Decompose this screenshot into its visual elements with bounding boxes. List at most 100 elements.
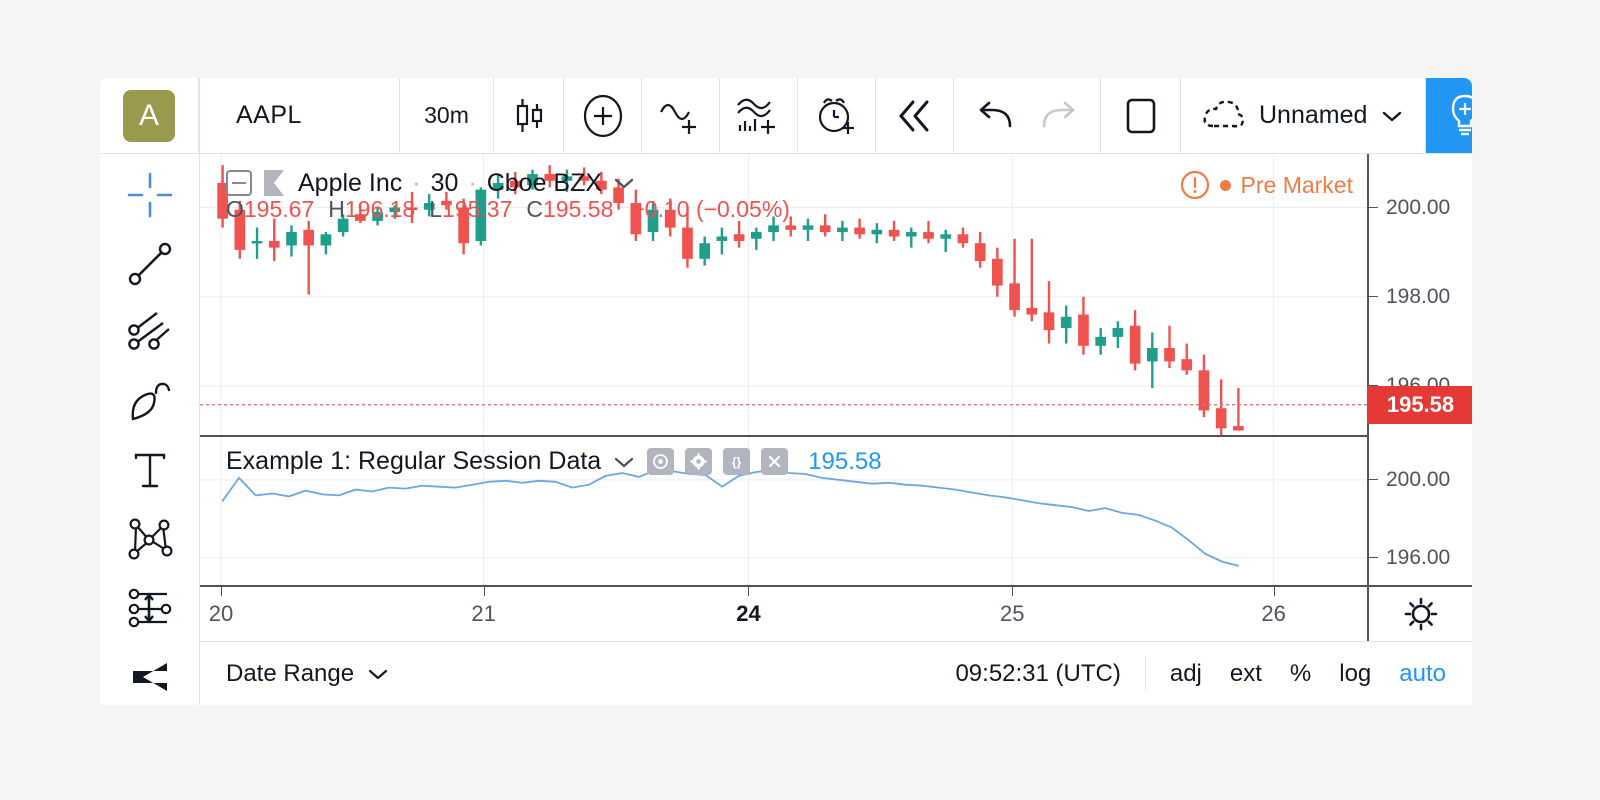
indicator-tick-dash xyxy=(1369,557,1378,559)
logo-letter: A xyxy=(138,98,159,132)
main-price-pane[interactable]: Apple Inc · 30 · Cboe BZX xyxy=(200,154,1367,435)
symbol-label: AAPL xyxy=(236,101,302,129)
fib-tools[interactable] xyxy=(119,306,181,361)
chevron-down-icon[interactable] xyxy=(1379,107,1405,125)
price-tick-dash xyxy=(1369,207,1378,209)
chart-settings-gear-icon xyxy=(1403,596,1439,632)
time-tick-label: 21 xyxy=(471,601,496,626)
indicator-chevron-down-icon[interactable] xyxy=(612,453,636,471)
app-body: Apple Inc · 30 · Cboe BZX xyxy=(100,154,1472,705)
fib-retracement-icon xyxy=(123,307,177,359)
time-tick xyxy=(221,587,222,596)
indicator-value: 195.58 xyxy=(808,447,882,475)
trading-chart-app: A AAPL 30m xyxy=(100,78,1472,705)
cloud-save-icon xyxy=(1201,96,1247,136)
save-layout-button[interactable]: Unnamed xyxy=(1181,78,1427,153)
time-tick xyxy=(1012,587,1014,596)
top-toolbar: A AAPL 30m xyxy=(100,78,1472,154)
pre-market-status[interactable]: Pre Market xyxy=(1180,170,1353,200)
log-toggle[interactable]: log xyxy=(1339,659,1372,687)
trend-line-tool[interactable] xyxy=(119,237,181,292)
text-icon xyxy=(125,446,175,496)
indicator-template-icon xyxy=(735,93,783,139)
time-tick-label: 26 xyxy=(1261,601,1286,626)
svg-text:{}: {} xyxy=(732,455,742,469)
price-tick-dash xyxy=(1369,296,1378,298)
undo-redo-group xyxy=(954,78,1101,153)
create-alert-button[interactable] xyxy=(798,78,876,153)
collapse-pane-button[interactable] xyxy=(226,170,252,196)
time-scale-labels: 20 21 24 25 26 xyxy=(200,587,1367,641)
crosshair-tool[interactable] xyxy=(119,168,181,223)
indicator-price-tick: 196.00 xyxy=(1369,546,1472,570)
indicator-pane[interactable]: Example 1: Regular Session Data xyxy=(200,437,1367,585)
time-tick-label: 20 xyxy=(208,601,234,626)
indicators-icon xyxy=(658,94,704,138)
candlestick-plot xyxy=(200,154,1367,435)
chart-settings-button[interactable] xyxy=(1367,587,1472,641)
date-range-button[interactable]: Date Range xyxy=(226,660,390,688)
prediction-measure-icon xyxy=(123,583,177,635)
layout-select-button[interactable] xyxy=(1101,78,1181,153)
percent-toggle[interactable]: % xyxy=(1289,659,1312,687)
bottom-status-bar: Date Range 09:52:31 (UTC) adj ext % log … xyxy=(200,641,1472,705)
symbol-search-button[interactable]: AAPL xyxy=(200,78,400,153)
eraser-icon xyxy=(123,657,177,699)
app-logo-button[interactable]: A xyxy=(100,78,200,153)
add-symbol-icon xyxy=(582,93,624,139)
price-tick-label: 200.00 xyxy=(1386,195,1451,219)
patterns-tool[interactable] xyxy=(119,512,181,567)
layout-select-icon xyxy=(1122,95,1160,137)
indicators-button[interactable] xyxy=(642,78,720,153)
indicator-title: Example 1: Regular Session Data xyxy=(226,447,602,475)
indicator-legend: Example 1: Regular Session Data xyxy=(226,447,882,476)
chart-type-button[interactable] xyxy=(494,78,564,153)
indicator-visibility-button[interactable] xyxy=(647,448,675,475)
undo-button[interactable] xyxy=(976,98,1018,134)
idea-publish-button[interactable] xyxy=(1426,78,1472,153)
add-symbol-button[interactable] xyxy=(564,78,642,153)
price-tick-label: 198.00 xyxy=(1386,284,1451,308)
candlestick-chart-type-icon xyxy=(512,96,546,136)
shapes-icon xyxy=(123,377,177,427)
warning-circle-icon xyxy=(1180,170,1210,200)
current-price-badge: 195.58 xyxy=(1367,385,1472,424)
alert-clock-icon xyxy=(814,93,860,139)
logo-square: A xyxy=(123,89,175,142)
pane-separator[interactable] xyxy=(200,435,1367,437)
redo-button[interactable] xyxy=(1036,98,1078,134)
indicator-tick-label: 200.00 xyxy=(1386,467,1451,491)
bar-replay-button[interactable] xyxy=(876,78,954,153)
indicator-settings-button[interactable] xyxy=(685,448,713,475)
price-tick: 198.00 xyxy=(1369,285,1472,309)
chart-panes: Apple Inc · 30 · Cboe BZX xyxy=(200,154,1472,585)
layout-name-label: Unnamed xyxy=(1259,101,1368,129)
interval-button[interactable]: 30m xyxy=(400,78,494,153)
adj-toggle[interactable]: adj xyxy=(1169,659,1202,687)
bottom-bar-divider xyxy=(1144,656,1146,691)
prediction-measure-tool[interactable] xyxy=(119,581,181,636)
shapes-tool[interactable] xyxy=(119,375,181,430)
indicator-templates-button[interactable] xyxy=(720,78,798,153)
time-tick xyxy=(483,587,485,596)
minus-icon xyxy=(232,182,246,184)
time-tick xyxy=(748,587,750,596)
eraser-tool[interactable] xyxy=(119,650,181,705)
crosshair-icon xyxy=(124,169,176,221)
price-tick: 200.00 xyxy=(1369,196,1472,220)
time-tick xyxy=(1273,587,1275,596)
indicator-source-code-button[interactable]: {} xyxy=(723,448,751,475)
time-tick-label: 25 xyxy=(999,601,1025,626)
indicator-tick-label: 196.00 xyxy=(1386,545,1451,569)
date-range-label: Date Range xyxy=(226,659,355,687)
time-scale[interactable]: 20 21 24 25 26 xyxy=(200,585,1472,641)
pre-market-label: Pre Market xyxy=(1240,171,1353,198)
auto-toggle[interactable]: auto xyxy=(1399,659,1446,687)
drawing-toolbar xyxy=(100,154,200,705)
text-tool[interactable] xyxy=(119,444,181,499)
bar-replay-icon xyxy=(893,96,937,136)
ext-toggle[interactable]: ext xyxy=(1229,659,1262,687)
chart-clock[interactable]: 09:52:31 (UTC) xyxy=(955,659,1121,687)
indicator-close-button[interactable] xyxy=(761,448,789,475)
